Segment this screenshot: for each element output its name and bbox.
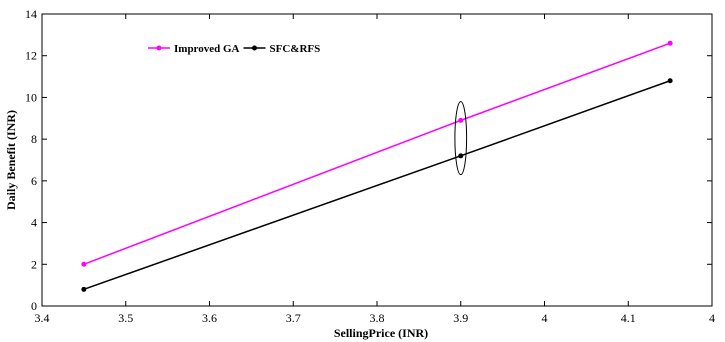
- y-tick-label: 8: [31, 132, 37, 146]
- highlight-ellipse: [454, 101, 468, 176]
- y-tick-label: 4: [31, 216, 37, 230]
- x-tick-label: 4: [542, 311, 548, 325]
- legend-label-improved-ga: Improved GA: [174, 43, 240, 55]
- annotation-layer: [454, 101, 468, 176]
- x-tick-label: 3.6: [202, 311, 217, 325]
- x-tick-label: 4.1: [621, 311, 636, 325]
- data-point-improved-ga: [458, 117, 464, 123]
- legend-marker-improved-ga: [156, 45, 162, 51]
- plot-frame-layer: [41, 13, 713, 307]
- series-line-sfc-rfs: [83, 80, 671, 291]
- y-tick-label: 6: [31, 174, 37, 188]
- x-tick-label: 3.4: [35, 311, 50, 325]
- data-point-sfc-rfs: [458, 153, 464, 159]
- x-tick-label: 4: [709, 311, 715, 325]
- y-tick-label: 2: [31, 257, 37, 271]
- y-tick-label: 10: [25, 90, 37, 104]
- series-layer: [81, 40, 673, 292]
- data-point-sfc-rfs: [667, 78, 673, 84]
- data-point-sfc-rfs: [81, 286, 87, 292]
- x-tick-label: 3.8: [370, 311, 385, 325]
- y-tick-label: 0: [31, 299, 37, 313]
- x-axis-title: SellingPrice (INR): [334, 326, 428, 340]
- x-tick-label: 3.5: [118, 311, 133, 325]
- plot-border: [41, 13, 713, 307]
- ticks-layer: 3.4 3.5 3.6 3.7 3.8 3.9 4 4.1 4 0 2 4 6 8 10 12 14: [25, 7, 715, 325]
- series-line-improved-ga: [83, 42, 671, 265]
- legend: Improved GA SFC&RFS: [148, 43, 320, 55]
- legend-label-sfc-rfs: SFC&RFS: [270, 43, 321, 55]
- legend-marker-sfc-rfs: [252, 45, 257, 51]
- y-tick-label: 14: [25, 7, 37, 21]
- y-axis-title: Daily Benefit (INR): [4, 110, 18, 210]
- data-point-improved-ga: [81, 261, 87, 267]
- data-point-improved-ga: [667, 40, 673, 46]
- x-tick-label: 3.9: [453, 311, 468, 325]
- y-tick-label: 12: [25, 49, 37, 63]
- x-tick-label: 3.7: [286, 311, 301, 325]
